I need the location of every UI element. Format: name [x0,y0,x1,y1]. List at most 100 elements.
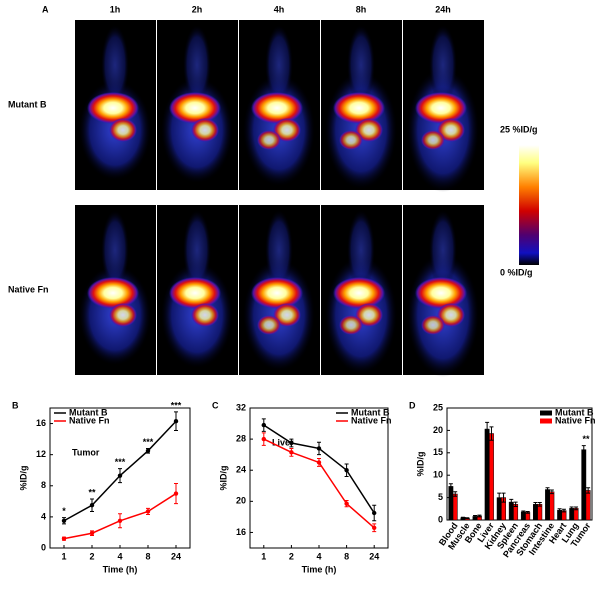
error-bar [485,421,490,437]
pet-liver [415,277,467,309]
pet-liver [415,92,467,124]
y-tick-label: 20 [236,496,246,506]
y-axis-label: %ID/g [415,451,425,476]
error-bar [473,515,478,518]
timepoint-label: 24h [435,4,451,14]
error-bar [118,468,122,484]
error-bar [372,523,377,533]
error-bar [465,517,470,520]
bar [537,504,543,521]
pet-body [347,210,375,290]
pet-organ [355,303,383,327]
error-bar [586,487,591,494]
panel-label: C [212,400,219,410]
error-bar [453,491,458,497]
error-bar [561,508,566,513]
pet-organ [257,130,281,150]
legend-label: Mutant B [351,407,390,417]
error-bar [261,418,266,432]
pet-body [183,25,211,105]
pet-liver [169,92,221,124]
bar [549,491,555,521]
error-bar [557,508,562,512]
bar [489,433,494,521]
significance-label: ** [582,434,590,444]
significance-label: ** [88,487,96,497]
x-tick-label: 2 [89,551,94,561]
error-bar [549,489,554,495]
pet-organ [109,303,137,327]
legend-label: Mutant B [555,407,594,417]
legend-label: Native Fn [69,415,110,425]
pet-body [429,25,457,105]
bar [484,428,490,521]
x-tick-label: 4 [316,551,321,561]
y-tick-label: 15 [433,447,443,457]
bar [452,493,458,521]
error-bar [460,516,465,519]
y-tick-label: 4 [41,511,46,521]
x-tick-label: 2 [289,551,294,561]
error-bar [174,482,178,505]
y-tick-label: 20 [433,425,443,435]
timepoint-label: 1h [110,4,121,14]
y-tick-label: 24 [236,465,246,475]
y-tick-label: 12 [36,449,46,459]
timepoint-label: 8h [356,4,367,14]
error-bar [317,458,321,467]
significance-label: * [62,506,66,516]
pet-organ [339,315,363,335]
y-tick-label: 10 [433,470,443,480]
error-bar [261,432,266,446]
legend-label: Native Fn [555,415,596,425]
bar [545,489,550,521]
error-bar [90,530,94,537]
colorbar-max: 25 %ID/g [500,124,538,134]
y-tick-label: 16 [36,418,46,428]
colorbar [519,145,539,265]
error-bar [62,536,66,541]
pet-body [101,25,129,105]
pet-body [101,210,129,290]
error-bar [146,447,150,454]
pet-organ [421,130,445,150]
y-tick-label: 8 [41,480,46,490]
pet-liver [169,277,221,309]
pet-liver [251,277,303,309]
x-axis-label: Time (h) [103,564,138,574]
y-tick-label: 28 [236,433,246,443]
pet-organ [421,315,445,335]
x-tick-label: 4 [117,551,122,561]
error-bar [146,507,150,516]
error-bar [581,445,586,455]
panel-label: B [12,400,19,410]
pet-organ [257,315,281,335]
pet-liver [87,92,139,124]
y-tick-label: 16 [236,527,246,537]
pet-organ [191,303,219,327]
pet-body [429,210,457,290]
significance-label: *** [115,457,126,467]
annotation: Liver [272,437,294,447]
pet-organ [273,118,301,142]
error-bar [545,487,550,492]
error-bar [521,510,526,514]
pet-body [347,25,375,105]
timepoint-label: 4h [274,4,285,14]
legend-label: Native Fn [351,415,392,425]
error-bar [372,504,377,522]
y-tick-label: 25 [433,402,443,412]
error-bar [174,411,178,432]
error-bar [448,483,453,490]
pet-body [265,25,293,105]
x-tick-label: 1 [261,551,266,561]
panel-label: A [42,4,49,14]
error-bar [118,513,122,529]
error-bar [62,517,66,525]
error-bar [497,492,502,503]
error-bar [533,502,538,507]
x-tick-label: 8 [145,551,150,561]
pet-organ [191,118,219,142]
y-tick-label: 0 [438,514,443,524]
x-tick-label: 24 [369,551,379,561]
